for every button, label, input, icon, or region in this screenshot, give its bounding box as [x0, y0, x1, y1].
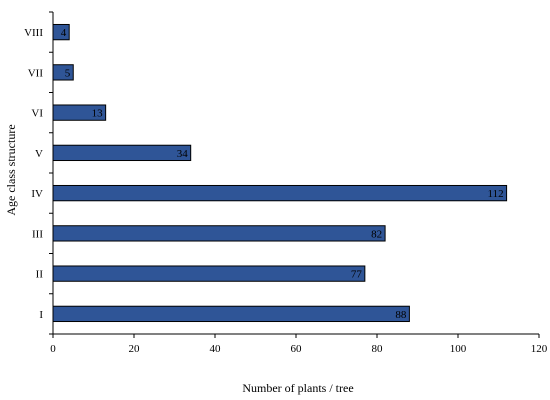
data-labels-layer: 88 77 82 112 34 13 5 4 — [61, 27, 504, 321]
y-tick-label-iv: IV — [31, 188, 43, 200]
y-tick-label-vi: VI — [31, 108, 43, 120]
y-tick-label-v: V — [35, 148, 43, 160]
x-tick-label-100: 100 — [450, 343, 467, 355]
x-axis-title: Number of plants / tree — [242, 381, 353, 395]
y-tick-label-viii: VIII — [24, 27, 43, 39]
bar-iv — [52, 184, 508, 202]
data-label-vi: 13 — [92, 108, 104, 120]
y-tick-label-iii: III — [32, 228, 43, 240]
bars-layer — [52, 23, 508, 323]
data-label-vii: 5 — [65, 67, 71, 79]
data-label-iv: 112 — [488, 188, 504, 200]
x-tick-label-20: 20 — [129, 343, 141, 355]
y-tick-label-ii: II — [36, 269, 44, 281]
data-label-ii: 77 — [351, 269, 363, 281]
x-tick-label-120: 120 — [531, 343, 548, 355]
bar-ii — [52, 265, 366, 282]
y-tick-label-vii: VII — [28, 67, 44, 79]
y-tick-label-i: I — [39, 309, 43, 321]
bar-iii — [52, 225, 386, 242]
data-label-i: 88 — [395, 309, 407, 321]
data-label-viii: 4 — [61, 27, 67, 39]
bar-i — [52, 305, 410, 323]
x-tick-label-0: 0 — [50, 343, 56, 355]
data-label-iii: 82 — [371, 228, 382, 240]
x-tick-label-60: 60 — [291, 343, 303, 355]
data-label-v: 34 — [177, 148, 189, 160]
y-axis-title: Age class structure — [4, 124, 18, 215]
x-tick-label-40: 40 — [210, 343, 222, 355]
x-tick-label-80: 80 — [372, 343, 384, 355]
bar-v — [52, 144, 192, 162]
